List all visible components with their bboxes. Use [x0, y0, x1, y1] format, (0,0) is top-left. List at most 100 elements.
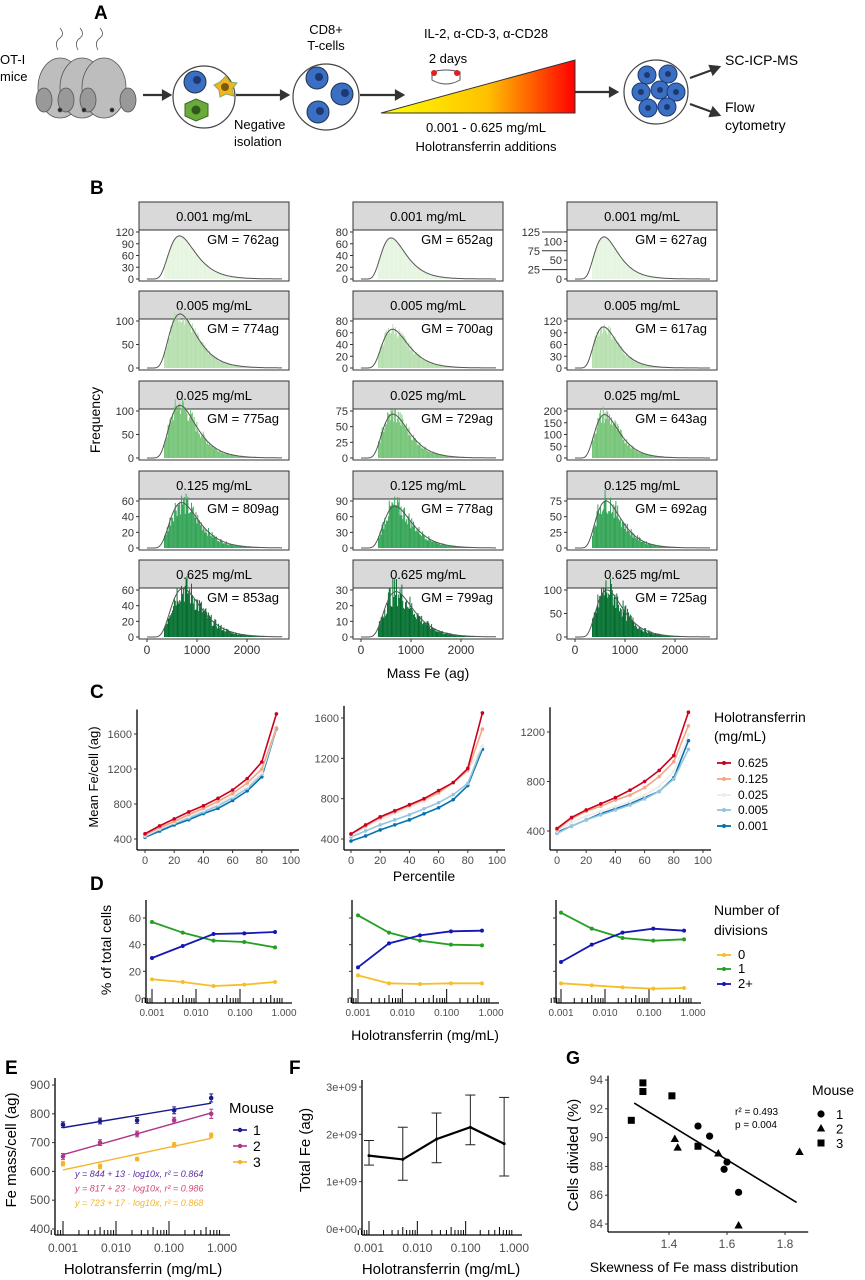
x-tick-label: 1000 — [398, 643, 425, 657]
histogram-bar — [186, 413, 188, 458]
histogram-bar — [170, 326, 172, 368]
histogram-bar — [228, 454, 230, 458]
histogram-bar — [661, 456, 663, 458]
x-tick-label: 0.001 — [548, 1008, 573, 1019]
histogram-bar — [241, 277, 243, 279]
histogram-bar — [422, 624, 424, 637]
histogram-bar — [222, 274, 224, 279]
histogram-bar — [171, 327, 173, 368]
histogram-bar — [454, 635, 456, 637]
histogram-bar — [646, 455, 648, 458]
data-point — [242, 931, 247, 936]
panel-label-c: C — [90, 682, 104, 703]
histogram-bar — [614, 594, 616, 637]
histogram-bar — [248, 457, 250, 458]
histogram-bar — [398, 497, 400, 548]
histogram-bar — [221, 630, 223, 637]
density-curve — [147, 235, 282, 280]
histogram-bar — [234, 545, 236, 548]
y-tick-label: 60 — [129, 913, 141, 925]
histogram-bar — [611, 244, 613, 279]
histogram-bar — [244, 456, 246, 458]
data-point — [448, 981, 453, 986]
x-tick-label: 40 — [197, 855, 209, 867]
histogram-bar — [599, 240, 601, 279]
histogram-bar — [601, 514, 602, 548]
histogram-bar — [207, 266, 209, 279]
arrowhead-icon — [708, 64, 722, 77]
histogram-bar — [450, 366, 452, 368]
histogram-bar — [213, 448, 215, 458]
histogram-bar — [444, 366, 446, 368]
x-tick-label: 0.001 — [48, 1241, 78, 1255]
histogram-bar — [427, 540, 429, 548]
gm-label: GM = 627ag — [635, 232, 707, 247]
histogram-bar — [600, 238, 602, 279]
histogram-bar — [387, 238, 389, 279]
histogram-bar — [253, 636, 255, 637]
y-tick-label: 3e+09 — [326, 1082, 357, 1094]
histogram-bar — [227, 452, 228, 458]
histogram-bar — [610, 339, 612, 368]
histogram-bar — [170, 417, 172, 458]
histogram-bar — [178, 235, 180, 279]
histogram-bar — [430, 274, 432, 279]
histogram-bar — [647, 276, 649, 279]
histogram-bar — [443, 277, 445, 279]
histogram-bar — [182, 401, 184, 458]
histogram-bar — [165, 346, 167, 368]
histogram-bar — [184, 585, 186, 637]
histogram-bar — [452, 456, 454, 458]
histogram-bar — [234, 455, 236, 458]
histogram-bar — [191, 248, 193, 279]
histogram-bar — [248, 367, 250, 368]
histogram-bar — [205, 348, 207, 368]
histogram-bar — [441, 455, 443, 458]
histogram-bar — [206, 532, 208, 548]
histogram-bar — [426, 540, 428, 548]
histogram-bar — [411, 518, 413, 548]
gm-label: GM = 700ag — [421, 321, 493, 336]
histogram-bar — [168, 252, 170, 279]
histogram-bar — [239, 634, 241, 637]
histogram-bar — [425, 360, 427, 368]
data-point — [569, 820, 574, 825]
histogram-bar — [626, 352, 628, 368]
histogram-bar — [380, 432, 382, 458]
legend-key-point — [722, 808, 726, 812]
histogram-bar — [401, 335, 403, 368]
histogram-bar — [399, 515, 401, 548]
y-tick-label: 80 — [336, 316, 348, 328]
histogram-bar — [405, 599, 407, 637]
histogram-bar — [395, 594, 397, 637]
histogram-bar — [403, 607, 405, 637]
histogram-bar — [649, 455, 651, 458]
histogram-bar — [381, 428, 383, 458]
histogram-bar — [616, 430, 618, 458]
histogram-bar — [663, 546, 665, 548]
histogram-bar — [649, 632, 651, 637]
histogram-bar — [409, 435, 411, 458]
histogram-bar — [216, 626, 218, 637]
histogram-bar — [593, 433, 595, 458]
histogram-bar — [399, 588, 401, 637]
histogram-bar — [394, 409, 396, 458]
histogram-bar — [432, 451, 434, 458]
histogram-bar — [379, 256, 381, 279]
histogram-bar — [396, 578, 397, 637]
histogram-bar — [246, 635, 248, 637]
histogram-bar — [601, 333, 603, 368]
x-tick-label: 1.000 — [271, 1008, 296, 1019]
histogram-bar — [217, 540, 219, 548]
histogram-bar — [180, 236, 182, 279]
data-point — [245, 789, 249, 793]
histogram-bar — [388, 588, 390, 637]
histogram-bar — [232, 365, 234, 368]
histogram-bar — [653, 544, 655, 548]
histogram-bar — [407, 516, 409, 548]
histogram-bar — [167, 619, 169, 637]
y-tick-label: 400 — [114, 834, 132, 846]
histogram-bar — [403, 335, 405, 368]
histogram-bar — [430, 628, 432, 637]
